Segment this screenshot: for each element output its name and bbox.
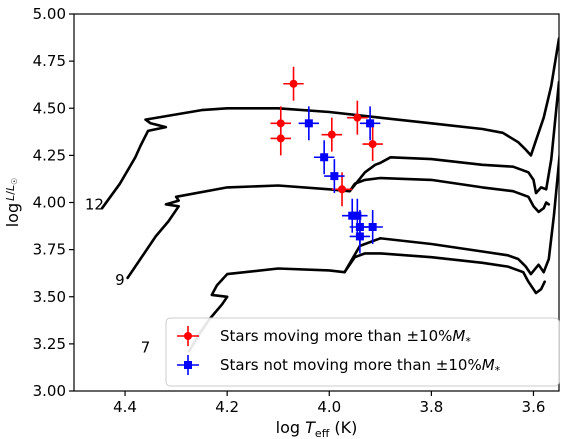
track-labels: 12 9 7 xyxy=(85,195,150,356)
y-tick-label: 3.25 xyxy=(33,335,66,353)
data-point xyxy=(321,117,343,152)
y-tick-label: 4.00 xyxy=(33,194,66,212)
circle-marker xyxy=(327,130,336,139)
y-tick-label: 5.00 xyxy=(33,5,66,23)
series-moving xyxy=(270,66,383,207)
square-marker xyxy=(355,232,364,241)
square-marker xyxy=(330,172,339,181)
data-point xyxy=(349,219,371,254)
y-axis-label: logL/L☉ xyxy=(3,178,22,228)
track-line-segment-3 xyxy=(348,176,551,214)
data-point xyxy=(283,66,304,101)
y-tick-label: 4.50 xyxy=(33,99,66,117)
track-label-12: 12 xyxy=(85,195,104,213)
axes: 4.4 4.2 4.0 3.8 3.6 3.00 3.25 3.50 3.75 4.00 4.25 4… xyxy=(3,5,560,439)
series-not-moving xyxy=(298,106,383,254)
x-tick-label: 4.2 xyxy=(215,398,239,416)
square-marker xyxy=(353,211,362,220)
x-tick-label: 3.8 xyxy=(419,398,443,416)
y-tick-label: 4.75 xyxy=(33,52,66,70)
y-tick-label: 3.75 xyxy=(33,241,66,259)
square-marker xyxy=(304,119,313,128)
data-point xyxy=(313,140,335,175)
circle-marker xyxy=(368,140,377,149)
data-point xyxy=(324,159,345,194)
data-points xyxy=(270,66,383,254)
x-tick-label: 4.4 xyxy=(113,398,137,416)
x-tick-label: 4.0 xyxy=(317,398,341,416)
x-axis-label: log Teff (K) xyxy=(276,418,358,439)
x-tick-label: 3.6 xyxy=(522,398,546,416)
y-tick-label: 3.00 xyxy=(33,382,66,400)
legend-circle-marker xyxy=(184,332,192,340)
square-marker xyxy=(368,223,377,232)
track-label-9: 9 xyxy=(115,271,125,289)
data-point xyxy=(347,100,368,135)
data-point xyxy=(270,121,291,156)
track-line-segment-4 xyxy=(343,252,546,295)
circle-marker xyxy=(353,113,362,122)
y-tick-label: 4.25 xyxy=(33,146,66,164)
square-marker xyxy=(366,119,375,128)
circle-marker xyxy=(338,185,347,194)
data-point xyxy=(298,106,320,141)
circle-marker xyxy=(276,134,285,143)
evolutionary-tracks xyxy=(100,37,559,353)
track-label-7: 7 xyxy=(141,339,151,357)
circle-marker xyxy=(289,79,298,88)
legend-square-marker xyxy=(184,361,192,369)
square-marker xyxy=(320,153,329,162)
data-point xyxy=(362,210,383,244)
y-tick-label: 3.50 xyxy=(33,288,66,306)
legend-label: Stars not moving more than ±10%M* xyxy=(220,356,501,377)
legend-label: Stars moving more than ±10%M* xyxy=(220,327,471,348)
track-line-12 xyxy=(100,37,559,210)
data-point xyxy=(362,127,383,162)
track-line-7 xyxy=(187,150,559,353)
legend: Stars moving more than ±10%M* Stars not m… xyxy=(165,317,560,387)
legend-entry: Stars moving more than ±10%M* xyxy=(177,326,471,348)
data-point xyxy=(359,106,381,141)
legend-entry: Stars not moving more than ±10%M* xyxy=(177,355,501,377)
legend-box xyxy=(165,317,560,387)
data-point xyxy=(331,172,353,207)
track-line-9 xyxy=(126,80,559,280)
